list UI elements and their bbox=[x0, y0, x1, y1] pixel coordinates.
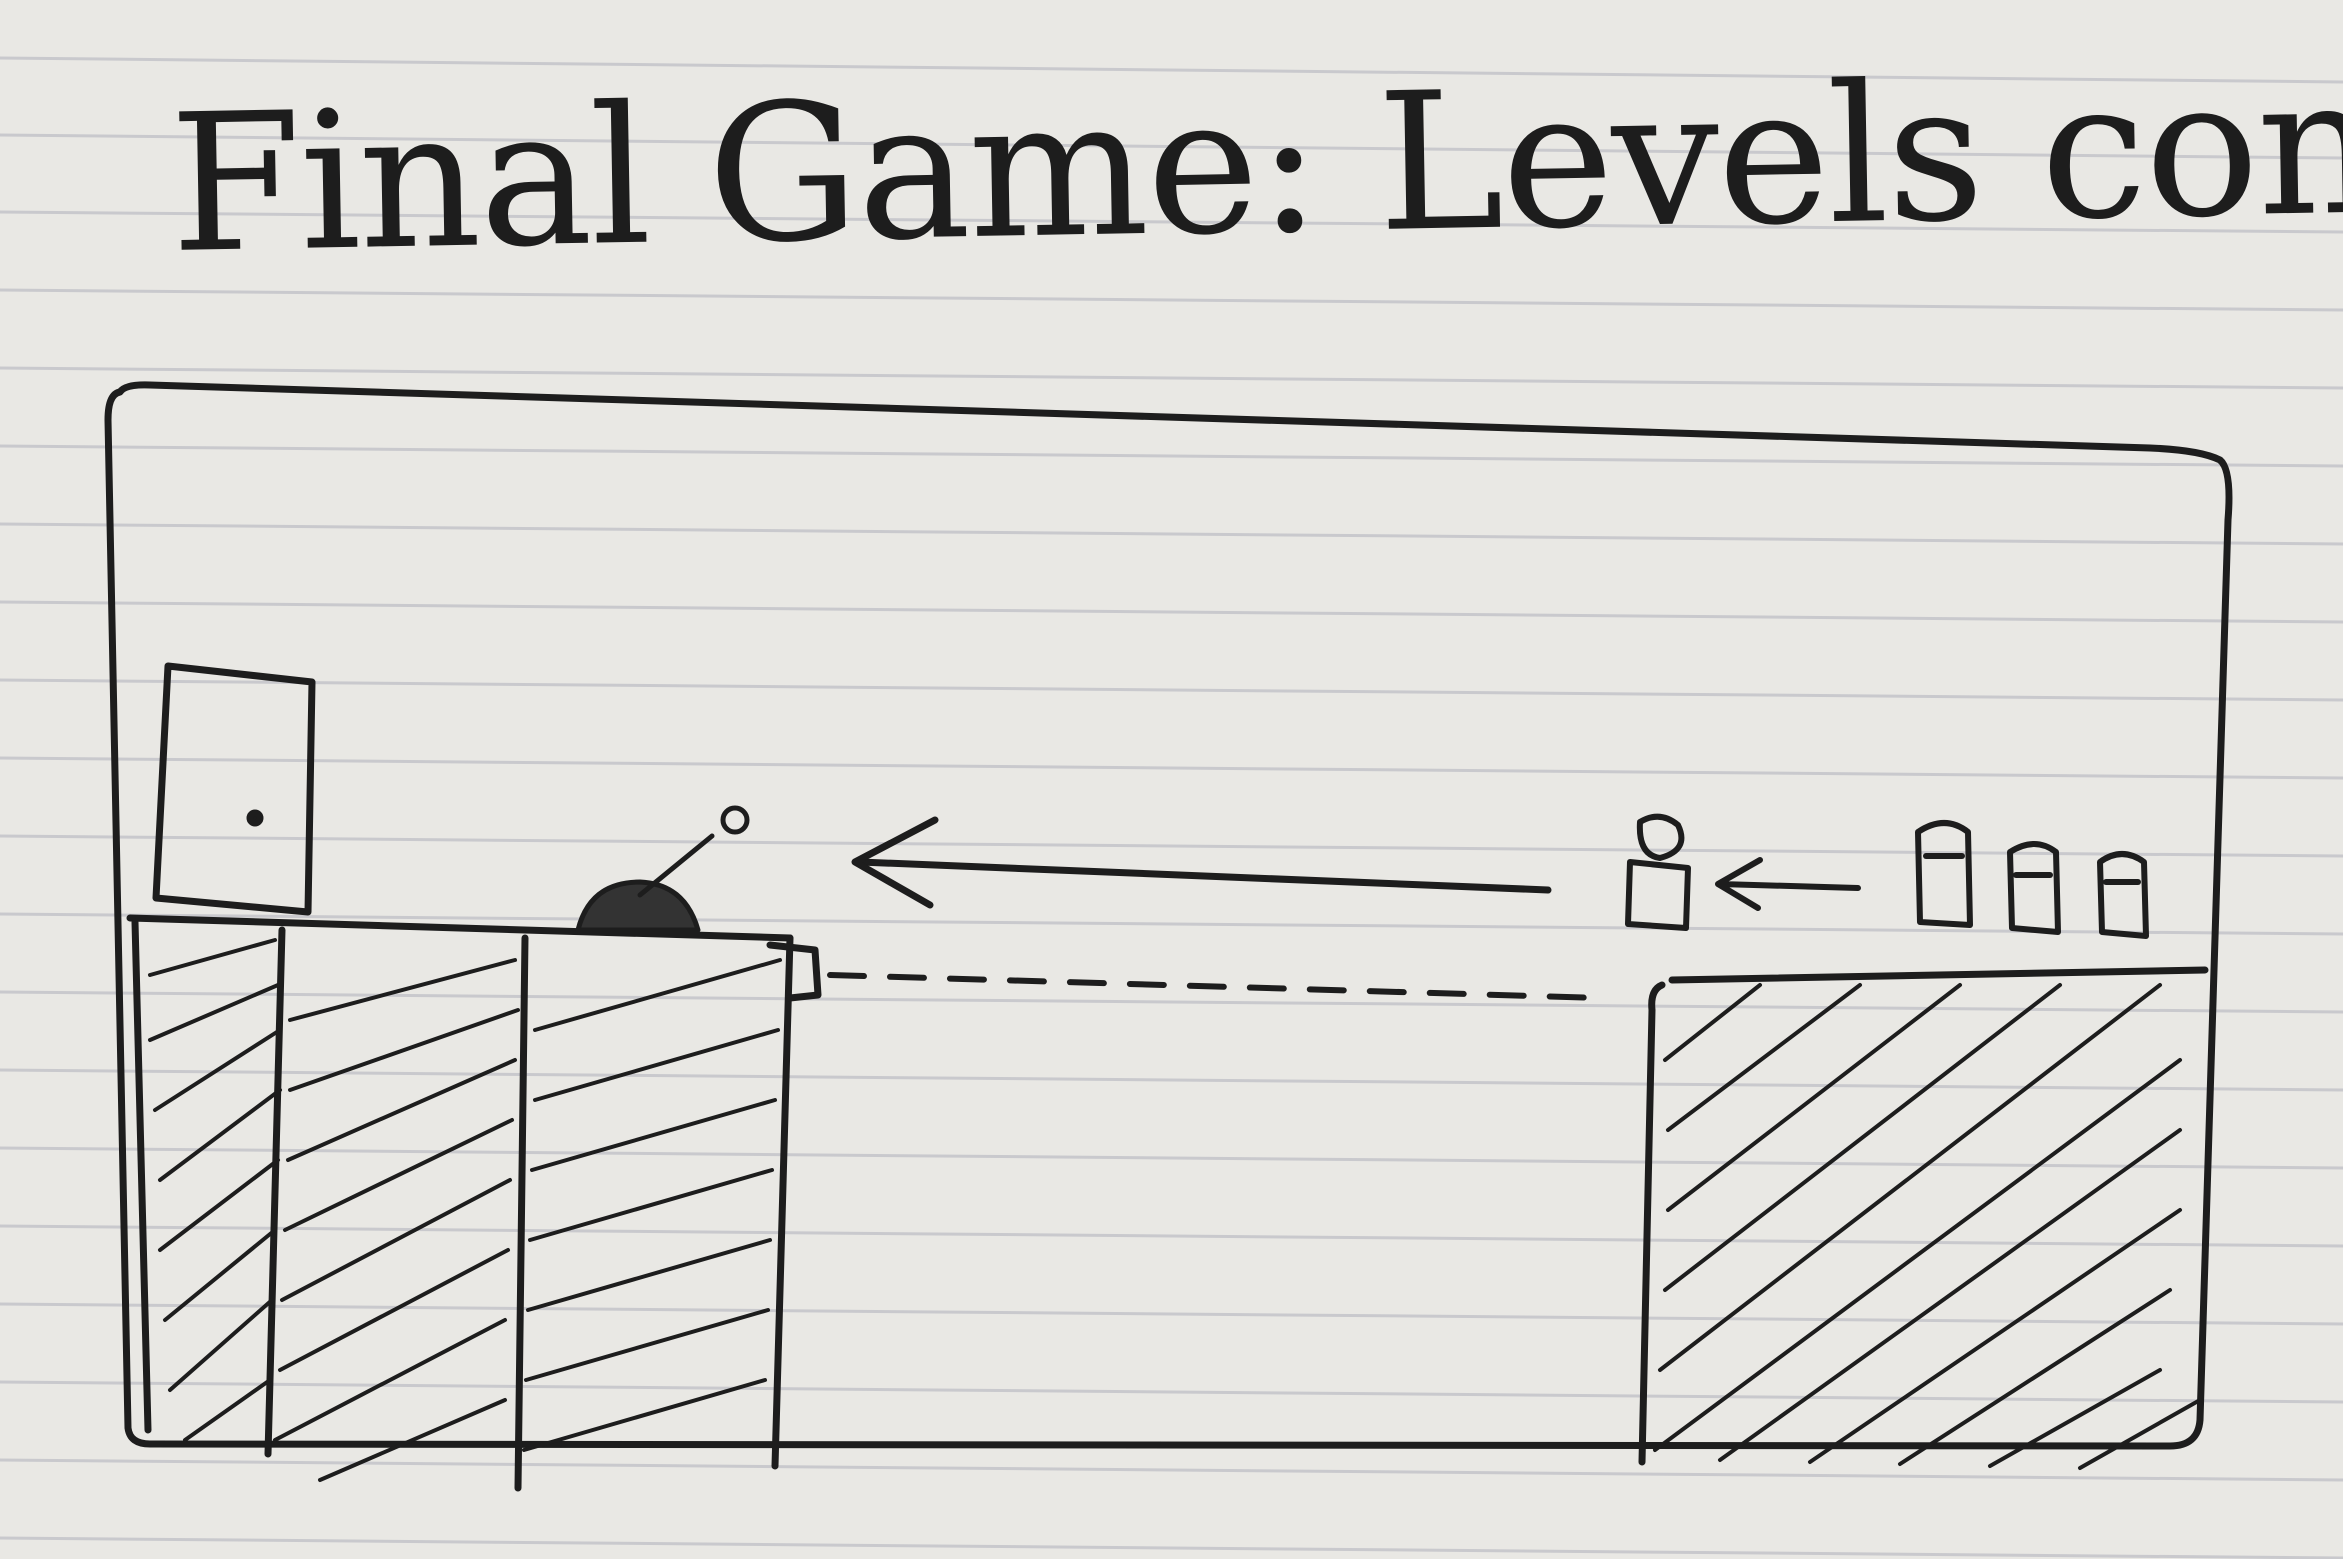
dashed-trajectory bbox=[827, 972, 1603, 1001]
game-screen-frame bbox=[104, 381, 2233, 1450]
left-ground-platform bbox=[126, 914, 794, 1492]
right-ground-hatching bbox=[1653, 983, 2202, 1470]
robot-character bbox=[575, 805, 750, 933]
exit-door bbox=[152, 662, 316, 916]
ledge-lip bbox=[766, 941, 822, 1002]
movement-arrow bbox=[851, 816, 1552, 909]
ruled-lines bbox=[0, 56, 2343, 1559]
small-arrow bbox=[1715, 857, 1861, 911]
enemy-lead bbox=[1625, 813, 1691, 931]
right-ground-platform bbox=[1638, 966, 2209, 1470]
enemy-lineup bbox=[1625, 813, 2149, 939]
enemy-3 bbox=[2097, 851, 2149, 939]
left-ground-hatching bbox=[148, 938, 782, 1482]
enemy-2 bbox=[2007, 841, 2061, 935]
enemy-1 bbox=[1915, 820, 1973, 928]
